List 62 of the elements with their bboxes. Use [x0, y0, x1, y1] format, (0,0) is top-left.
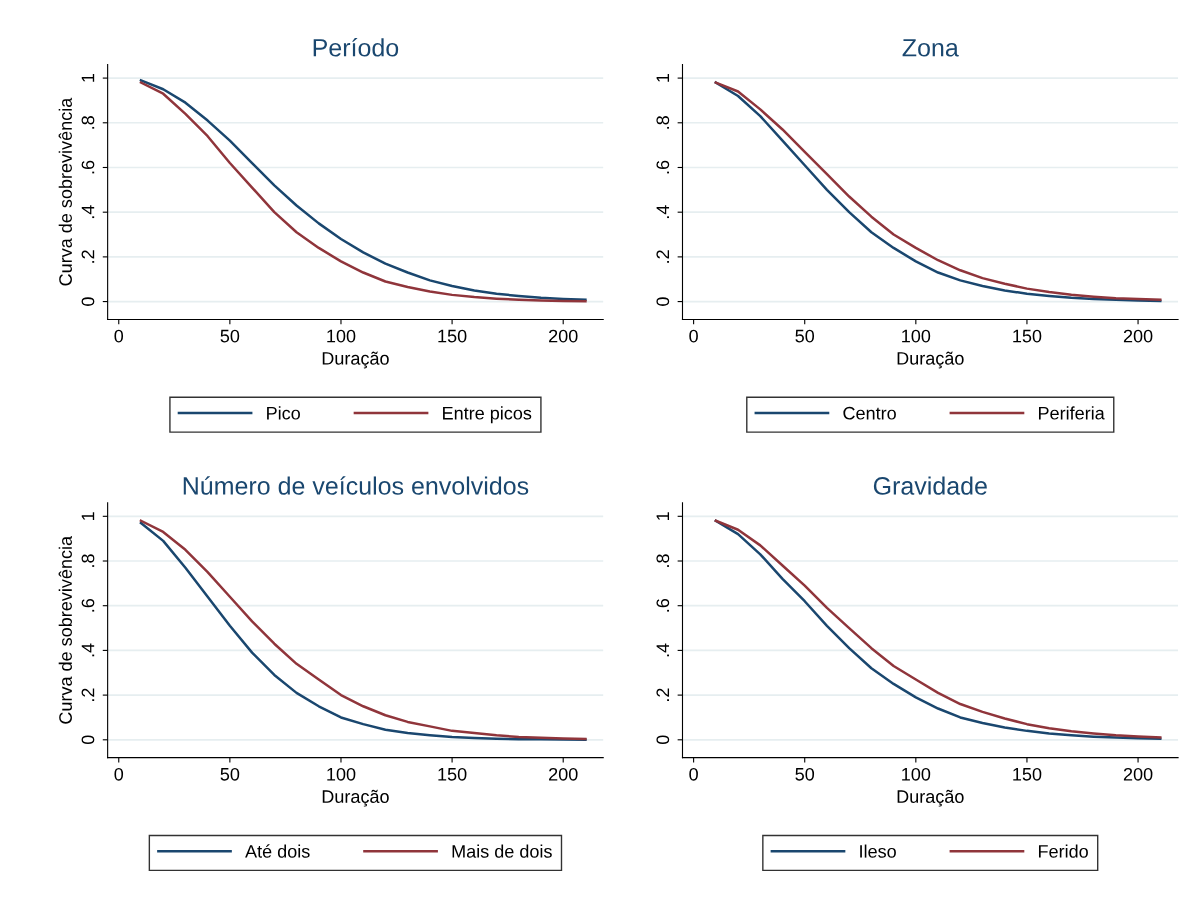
y-tick-label: 1 — [656, 512, 670, 520]
x-tick-label: 200 — [1123, 767, 1153, 781]
x-tick-label: 150 — [438, 767, 467, 781]
x-tick-label: 100 — [902, 767, 931, 781]
y-tick-label: 0 — [81, 735, 95, 745]
legend-label: Entre picos — [443, 406, 532, 424]
x-tick-label: 200 — [549, 767, 578, 781]
y-axis-title: Curva de sobrevivência — [58, 97, 72, 286]
x-tick-label: 200 — [1123, 329, 1153, 343]
chart-title: Número de veículos envolvidos — [183, 476, 529, 495]
x-tick-label: 50 — [220, 767, 240, 781]
legend-label: Periferia — [1038, 406, 1105, 420]
y-tick-label: .6 — [656, 598, 670, 612]
y-tick-label: .4 — [656, 643, 670, 657]
legend-label: Pico — [267, 406, 300, 420]
chart-title: Zona — [902, 39, 959, 57]
x-axis-title: Duração — [322, 789, 389, 807]
y-axis-title: Curva de sobrevivência — [58, 535, 72, 724]
y-tick-label: .8 — [81, 116, 95, 129]
x-tick-label: 0 — [114, 767, 124, 781]
y-tick-label: .6 — [81, 160, 95, 174]
legend-label: Ileso — [860, 844, 896, 858]
y-tick-label: .2 — [81, 250, 95, 263]
y-tick-label: .8 — [656, 116, 670, 129]
y-tick-label: .4 — [656, 205, 670, 219]
x-tick-label: 100 — [327, 329, 356, 343]
x-tick-label: 150 — [438, 329, 467, 343]
y-tick-label: .4 — [81, 643, 95, 657]
x-tick-label: 0 — [689, 767, 698, 781]
y-tick-label: .6 — [81, 598, 95, 612]
x-tick-label: 100 — [327, 767, 356, 781]
y-tick-label: 0 — [656, 297, 670, 306]
x-axis-title: Duração — [897, 789, 964, 807]
x-tick-label: 150 — [1013, 767, 1042, 781]
y-tick-label: 1 — [81, 512, 95, 520]
x-tick-label: 50 — [220, 329, 240, 343]
x-tick-label: 50 — [795, 767, 815, 781]
x-tick-label: 50 — [795, 329, 815, 343]
legend-label: Até dois — [245, 844, 310, 858]
y-tick-label: .8 — [656, 554, 670, 567]
legend-label: Centro — [843, 406, 896, 420]
x-tick-label: 100 — [902, 329, 931, 343]
x-axis-title: Duração — [897, 351, 964, 369]
legend-label: Mais de dois — [452, 844, 552, 858]
y-tick-label: .2 — [656, 688, 670, 701]
chart-title: Período — [313, 37, 399, 57]
x-tick-label: 200 — [549, 329, 578, 343]
x-tick-label: 0 — [114, 329, 124, 343]
legend-label: Ferido — [1038, 844, 1088, 858]
y-tick-label: .6 — [656, 160, 670, 174]
y-tick-label: 1 — [656, 73, 670, 82]
y-tick-label: 0 — [81, 297, 95, 306]
y-tick-label: 0 — [656, 735, 670, 745]
y-tick-label: .2 — [656, 250, 670, 263]
y-tick-label: .4 — [81, 205, 95, 219]
y-tick-label: .8 — [81, 554, 95, 567]
y-tick-label: .2 — [81, 688, 95, 701]
chart-title: Gravidade — [873, 476, 987, 495]
x-axis-title: Duração — [322, 351, 389, 369]
x-tick-label: 0 — [689, 329, 698, 343]
y-tick-label: 1 — [81, 73, 95, 82]
x-tick-label: 150 — [1013, 329, 1042, 343]
